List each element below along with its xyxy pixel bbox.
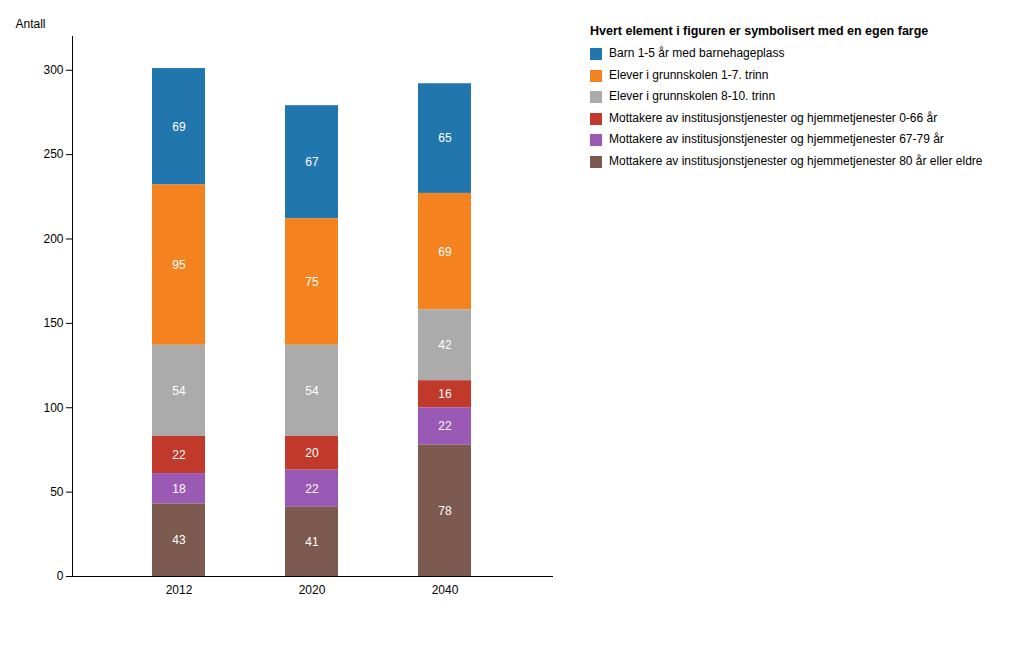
html-text:Elever i grunnskolen 1-7. trin: Elever i grunnskolen 1-7. trinn [609,67,769,82]
svg-text:250: 250 [43,147,63,161]
svg-text:78: 78 [438,504,452,518]
svg-text:100: 100 [43,401,63,415]
svg-text:75: 75 [305,275,319,289]
svg-text:2012: 2012 [166,583,193,597]
svg-text:41: 41 [305,535,319,549]
svg-text:200: 200 [43,232,63,246]
svg-text:18: 18 [172,482,186,496]
html-text:Mottakere av institusjonstjene: Mottakere av institusjonstjenester og hj… [609,110,938,125]
svg-text:43: 43 [172,533,186,547]
svg-text:67: 67 [305,155,319,169]
svg-text:54: 54 [305,384,319,398]
svg-text:2020: 2020 [299,583,326,597]
svg-text:300: 300 [43,63,63,77]
svg-text:16: 16 [438,387,452,401]
svg-text:20: 20 [305,446,319,460]
svg-text:95: 95 [172,258,186,272]
html-text:Elever i grunnskolen 8-10. tri: Elever i grunnskolen 8-10. trinn [609,89,776,104]
svg-text:0: 0 [57,569,64,583]
svg-text:22: 22 [438,419,452,433]
svg-text:50: 50 [50,485,64,499]
html-text:Mottakere av institusjonstjene: Mottakere av institusjonstjenester og hj… [609,154,983,168]
svg-text:150: 150 [43,316,63,330]
html-text:Barn 1-5 år med barnehageplass: Barn 1-5 år med barnehageplass [609,46,785,60]
html-text:Mottakere av institusjonstjene: Mottakere av institusjonstjenester og hj… [609,132,944,147]
svg-text:54: 54 [172,384,186,398]
svg-text:42: 42 [438,338,452,352]
svg-text:65: 65 [438,131,452,145]
svg-text:2040: 2040 [432,583,459,597]
svg-text:69: 69 [438,244,452,258]
svg-text:22: 22 [305,482,319,496]
svg-text:22: 22 [172,448,186,462]
svg-text:Antall: Antall [16,17,46,31]
svg-text:69: 69 [172,120,186,134]
html-text:Hvert element i figuren er sym: Hvert element i figuren er symbolisert m… [590,24,929,38]
